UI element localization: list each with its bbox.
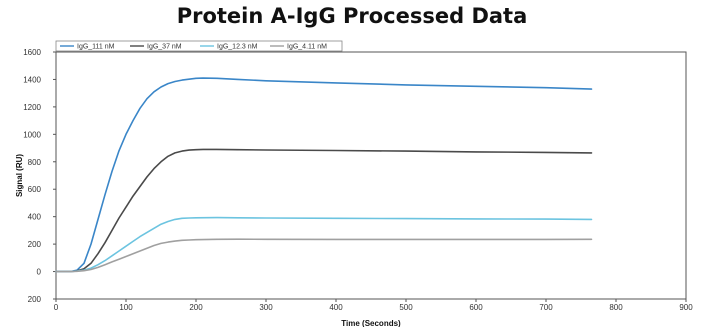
series-line-3 bbox=[55, 216, 593, 273]
y-tick-label: 200 bbox=[28, 240, 42, 249]
y-tick-label: 400 bbox=[28, 213, 42, 222]
legend: IgG_111 nM IgG_37 nM IgG_12.3 nM IgG_4.11 n… bbox=[55, 40, 343, 52]
series-line-1 bbox=[55, 77, 593, 273]
y-tick-label: 0 bbox=[37, 268, 42, 277]
y-tick-label: 600 bbox=[28, 185, 42, 194]
y-tick-label: 800 bbox=[28, 158, 42, 167]
x-tick-label: 900 bbox=[679, 303, 693, 312]
series-line-4 bbox=[55, 238, 593, 273]
series-line-2 bbox=[55, 148, 593, 273]
legend-label-4: IgG_4.11 nM bbox=[287, 44, 327, 51]
x-axis-label: Time (Seconds) bbox=[341, 319, 401, 327]
x-tick-label: 400 bbox=[329, 303, 343, 312]
plot-frame bbox=[55, 51, 687, 300]
y-axis-label: Signal (RU) bbox=[15, 154, 24, 197]
y-tick-label: 200 bbox=[28, 295, 42, 304]
x-tick-label: 100 bbox=[119, 303, 133, 312]
x-tick-label: 300 bbox=[259, 303, 273, 312]
x-tick-label: 600 bbox=[469, 303, 483, 312]
legend-label-2: IgG_37 nM bbox=[147, 44, 182, 51]
y-tick-label: 1400 bbox=[23, 75, 41, 84]
x-tick-label: 0 bbox=[54, 303, 59, 312]
x-tick-label: 200 bbox=[189, 303, 203, 312]
legend-label-1: IgG_111 nM bbox=[77, 44, 115, 51]
x-tick-label: 700 bbox=[539, 303, 553, 312]
y-tick-label: 1200 bbox=[23, 103, 41, 112]
x-axis: 0 100 200 300 400 500 600 700 800 900 bbox=[54, 299, 693, 312]
y-tick-label: 1600 bbox=[23, 48, 41, 57]
y-axis: 200 0 200 400 600 800 1000 1200 1400 1600 bbox=[23, 48, 56, 304]
y-tick-label: 1000 bbox=[23, 130, 41, 139]
x-tick-label: 800 bbox=[609, 303, 623, 312]
series-group bbox=[55, 77, 593, 273]
legend-box bbox=[55, 40, 343, 52]
chart-title: Protein A-IgG Processed Data bbox=[176, 4, 528, 28]
x-tick-label: 500 bbox=[399, 303, 413, 312]
legend-label-3: IgG_12.3 nM bbox=[217, 44, 258, 51]
